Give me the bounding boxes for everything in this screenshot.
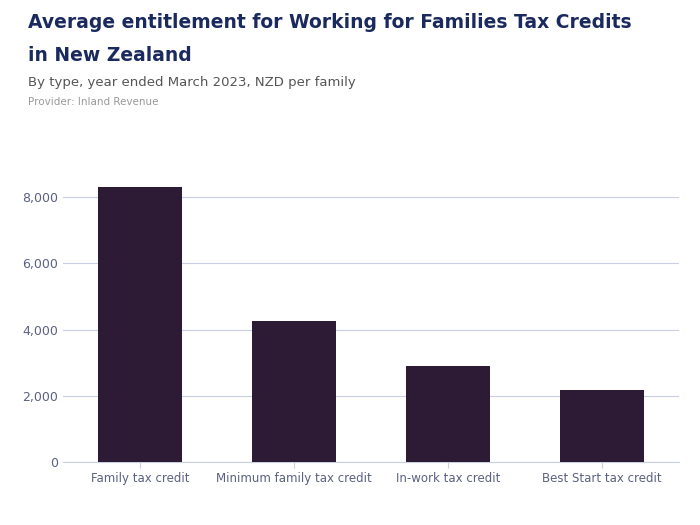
Bar — [406, 366, 491, 462]
Text: Average entitlement for Working for Families Tax Credits: Average entitlement for Working for Fami… — [28, 13, 631, 32]
Text: figure.nz: figure.nz — [582, 17, 659, 33]
Bar — [98, 187, 182, 462]
Text: in New Zealand: in New Zealand — [28, 46, 192, 65]
Text: By type, year ended March 2023, NZD per family: By type, year ended March 2023, NZD per … — [28, 76, 356, 89]
Bar — [252, 321, 336, 462]
Bar — [560, 390, 645, 462]
Text: Provider: Inland Revenue: Provider: Inland Revenue — [28, 97, 158, 107]
